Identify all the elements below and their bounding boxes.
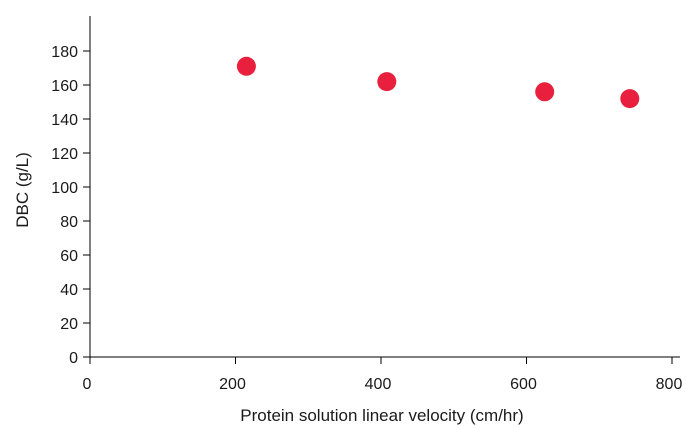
y-axis-title: DBC (g/L)	[13, 152, 32, 228]
data-points	[236, 56, 640, 109]
y-tick-label: 160	[51, 78, 78, 95]
data-point	[535, 82, 555, 102]
y-tick-label: 60	[60, 248, 78, 265]
y-tick-label: 180	[51, 44, 78, 61]
axes	[89, 16, 680, 358]
x-tick-label: 800	[656, 376, 683, 393]
x-tick-label: 200	[219, 376, 246, 393]
y-tick-label: 40	[60, 282, 78, 299]
x-tick-label: 0	[83, 376, 92, 393]
x-axis-title: Protein solution linear velocity (cm/hr)	[240, 406, 523, 425]
data-point	[620, 89, 640, 109]
y-tick-label: 140	[51, 112, 78, 129]
y-ticks: 0 20 40 60 80 100 120 140 160 180	[51, 44, 90, 367]
y-tick-label: 100	[51, 180, 78, 197]
y-tick-label: 80	[60, 214, 78, 231]
y-tick-label: 20	[60, 316, 78, 333]
data-point	[377, 72, 397, 92]
y-tick-label: 0	[69, 350, 78, 367]
data-point	[236, 56, 256, 76]
x-tick-label: 600	[510, 376, 537, 393]
y-tick-label: 120	[51, 146, 78, 163]
x-tick-label: 400	[365, 376, 392, 393]
x-ticks: 0 200 400 600 800	[83, 357, 683, 393]
